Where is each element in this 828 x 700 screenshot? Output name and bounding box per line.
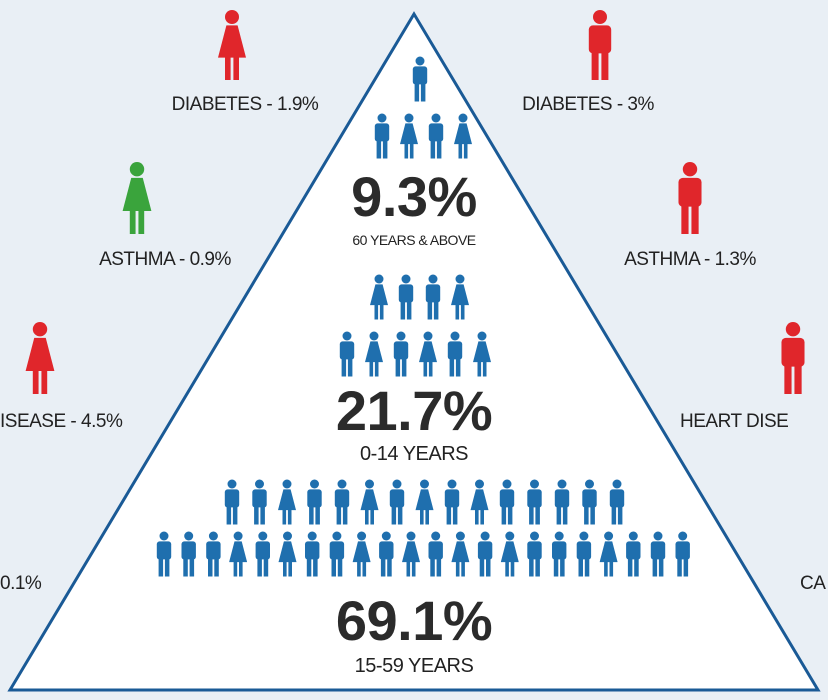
male-icon xyxy=(781,322,805,394)
male-icon xyxy=(678,162,702,234)
side-label: DIABETES - 3% xyxy=(522,94,654,115)
group-label: 0-14 YEARS xyxy=(360,443,468,465)
side-label: ASTHMA - 0.9% xyxy=(99,249,231,270)
side-label: ASTHMA - 1.3% xyxy=(624,249,756,270)
side-label: HEART DISE xyxy=(680,411,788,432)
side-label: 0.1% xyxy=(0,573,42,594)
group-label: 60 YEARS & ABOVE xyxy=(352,232,475,248)
group-value: 21.7% xyxy=(336,379,492,442)
female-icon xyxy=(25,322,55,394)
male-icon xyxy=(588,10,612,80)
female-icon xyxy=(122,162,152,234)
group-value: 9.3% xyxy=(351,165,477,228)
side-label: ISEASE - 4.5% xyxy=(0,411,123,432)
side-label: DIABETES - 1.9% xyxy=(172,94,319,115)
side-label: CA xyxy=(800,573,826,594)
group-label: 15-59 YEARS xyxy=(355,655,474,677)
group-value: 69.1% xyxy=(336,589,492,652)
female-icon xyxy=(218,10,246,80)
